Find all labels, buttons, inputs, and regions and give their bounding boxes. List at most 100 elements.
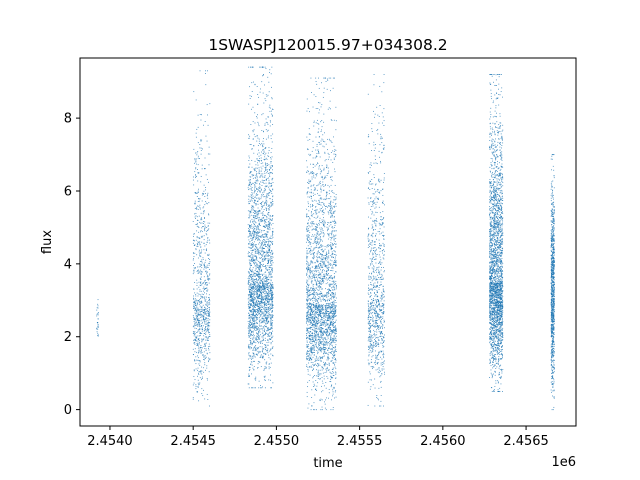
data-point bbox=[263, 348, 265, 350]
data-point bbox=[206, 323, 208, 325]
data-point bbox=[193, 307, 195, 309]
data-point bbox=[318, 267, 320, 269]
data-point bbox=[197, 295, 199, 297]
data-point bbox=[97, 328, 99, 330]
data-point bbox=[206, 303, 208, 305]
data-point bbox=[252, 289, 254, 291]
data-point bbox=[250, 361, 252, 363]
data-point bbox=[271, 387, 272, 389]
data-point bbox=[267, 307, 269, 309]
data-point bbox=[309, 320, 311, 322]
data-point bbox=[263, 260, 264, 262]
data-point bbox=[252, 245, 254, 247]
data-point bbox=[204, 308, 206, 310]
data-point bbox=[250, 323, 252, 325]
data-point bbox=[329, 341, 330, 343]
data-point bbox=[195, 388, 197, 390]
data-point bbox=[198, 373, 200, 375]
data-point bbox=[264, 291, 266, 293]
data-point bbox=[332, 306, 334, 308]
data-point bbox=[260, 301, 262, 303]
data-point bbox=[318, 349, 320, 351]
data-point bbox=[306, 313, 308, 315]
data-point bbox=[205, 320, 207, 322]
data-point bbox=[209, 336, 211, 337]
data-point bbox=[325, 313, 326, 315]
data-point bbox=[270, 308, 272, 309]
data-point bbox=[269, 69, 271, 71]
data-point bbox=[260, 243, 262, 245]
data-point bbox=[261, 336, 263, 338]
data-point bbox=[248, 195, 250, 197]
data-point bbox=[208, 263, 210, 264]
data-point bbox=[308, 348, 310, 349]
data-point bbox=[194, 252, 196, 254]
data-point bbox=[249, 182, 251, 184]
data-point bbox=[251, 290, 253, 292]
data-point bbox=[271, 308, 273, 310]
data-point bbox=[258, 341, 260, 343]
data-point bbox=[264, 186, 266, 188]
data-point bbox=[323, 314, 325, 316]
data-point bbox=[309, 315, 311, 317]
data-point bbox=[250, 363, 251, 365]
data-point bbox=[209, 303, 211, 305]
data-point bbox=[247, 255, 249, 257]
data-point bbox=[253, 243, 254, 245]
data-point bbox=[248, 312, 250, 314]
data-point bbox=[253, 241, 255, 243]
data-point bbox=[200, 269, 202, 271]
data-point bbox=[307, 201, 309, 203]
data-point bbox=[269, 321, 271, 323]
data-point bbox=[250, 330, 252, 331]
data-point bbox=[200, 231, 201, 233]
data-point bbox=[267, 212, 269, 214]
data-point bbox=[209, 274, 211, 276]
data-point bbox=[266, 234, 268, 236]
data-point bbox=[325, 303, 327, 305]
data-point bbox=[261, 309, 263, 311]
data-point bbox=[249, 327, 251, 329]
data-point bbox=[204, 330, 206, 332]
data-point bbox=[251, 264, 252, 266]
data-point bbox=[334, 326, 336, 328]
data-point bbox=[258, 264, 260, 266]
data-point bbox=[267, 260, 269, 262]
data-point bbox=[262, 214, 263, 216]
data-point bbox=[200, 181, 202, 183]
data-point bbox=[266, 282, 268, 284]
data-point bbox=[250, 294, 252, 296]
data-point bbox=[262, 301, 264, 303]
data-point bbox=[259, 302, 260, 304]
data-point bbox=[267, 279, 269, 281]
data-point bbox=[271, 296, 273, 298]
data-point bbox=[209, 300, 211, 302]
data-point bbox=[334, 171, 336, 173]
data-point bbox=[312, 345, 314, 347]
data-point bbox=[329, 309, 331, 311]
data-point bbox=[309, 191, 311, 193]
data-point bbox=[254, 177, 256, 179]
data-point bbox=[271, 271, 273, 273]
data-point bbox=[249, 200, 251, 202]
data-point bbox=[251, 198, 253, 200]
data-point bbox=[333, 234, 334, 236]
data-point bbox=[249, 330, 251, 332]
data-point bbox=[334, 377, 336, 379]
data-point bbox=[259, 336, 261, 338]
data-point bbox=[252, 269, 254, 271]
data-point bbox=[259, 328, 261, 330]
data-point bbox=[254, 299, 256, 301]
data-point bbox=[262, 153, 264, 154]
data-point bbox=[271, 305, 273, 307]
data-point bbox=[264, 288, 266, 289]
data-point bbox=[256, 171, 257, 173]
data-point bbox=[322, 299, 324, 301]
data-point bbox=[253, 303, 255, 304]
data-point bbox=[270, 241, 272, 243]
data-point bbox=[254, 262, 256, 264]
data-point bbox=[247, 383, 249, 385]
data-point bbox=[250, 314, 252, 316]
data-point bbox=[196, 391, 198, 393]
data-point bbox=[249, 181, 251, 183]
